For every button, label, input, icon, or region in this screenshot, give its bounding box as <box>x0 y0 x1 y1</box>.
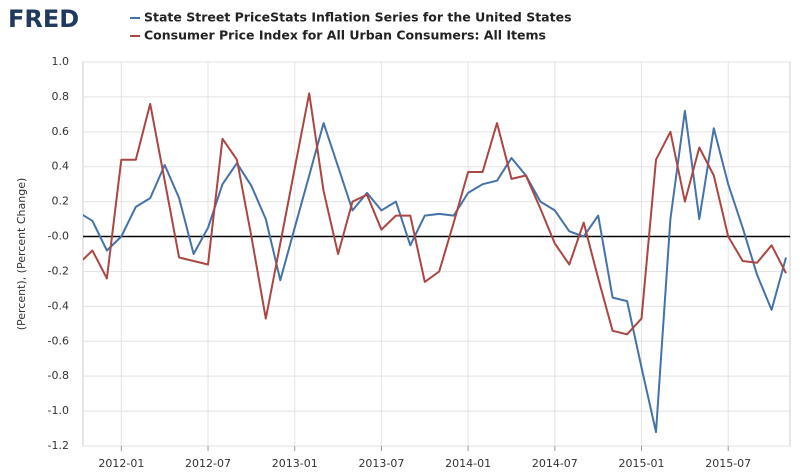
x-tick-label: 2015-01 <box>619 457 665 470</box>
y-tick-label: 0.2 <box>52 195 70 208</box>
plot-area <box>82 61 791 447</box>
x-tick-label: 2014-07 <box>532 457 578 470</box>
legend-label: State Street PriceStats Inflation Series… <box>144 10 572 25</box>
y-tick-label: 0.8 <box>52 90 70 103</box>
legend-label: Consumer Price Index for All Urban Consu… <box>144 28 546 43</box>
x-tick-label: 2015-07 <box>705 457 751 470</box>
series-line <box>83 109 787 433</box>
y-tick-label: -0.2 <box>48 264 69 277</box>
series-line <box>83 92 787 336</box>
x-tick-label: 2012-07 <box>185 457 231 470</box>
y-tick-label: -0.4 <box>48 299 69 312</box>
y-tick-label: 0.6 <box>52 125 70 138</box>
y-axis-label: (Percent), (Percent Change) <box>15 178 28 331</box>
y-tick-label: -0.0 <box>48 230 69 243</box>
y-tick-label: 1.0 <box>52 55 70 68</box>
x-tick-label: 2013-01 <box>272 457 318 470</box>
y-tick-label: -0.6 <box>48 334 69 347</box>
y-tick-label: -0.8 <box>48 369 69 382</box>
y-tick-label: -1.2 <box>48 439 69 452</box>
y-tick-label: 0.4 <box>52 160 70 173</box>
y-tick-label: -1.0 <box>48 404 69 417</box>
x-tick-label: 2013-07 <box>358 457 404 470</box>
x-tick-label: 2014-01 <box>445 457 491 470</box>
x-tick-label: 2012-01 <box>98 457 144 470</box>
logo: FRED <box>8 5 79 33</box>
plot-lines <box>83 92 787 433</box>
